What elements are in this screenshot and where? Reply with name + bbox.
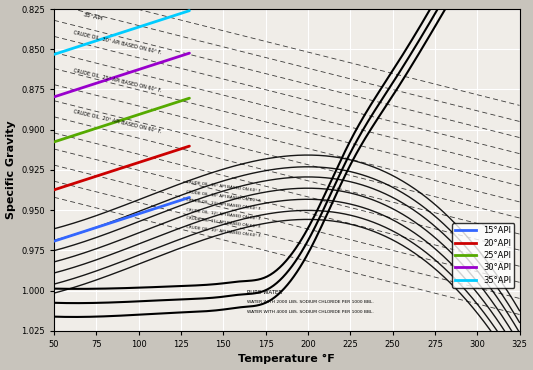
Text: CRUDE OIL  16° API BASED ON 60° F.: CRUDE OIL 16° API BASED ON 60° F. xyxy=(186,180,262,194)
Y-axis label: Specific Gravity: Specific Gravity xyxy=(5,121,15,219)
Legend: 15°API, 20°API, 25°API, 30°API, 35°API: 15°API, 20°API, 25°API, 30°API, 35°API xyxy=(452,223,514,288)
Text: CRUDE OIL  30° API BASED ON 60° F.: CRUDE OIL 30° API BASED ON 60° F. xyxy=(72,30,161,55)
Text: CRUDE OIL  13° API BASED ON 60° F.: CRUDE OIL 13° API BASED ON 60° F. xyxy=(186,198,262,211)
Text: CRUDE OIL  12° API BASED ON 60° F.: CRUDE OIL 12° API BASED ON 60° F. xyxy=(186,208,262,221)
X-axis label: Temperature °F: Temperature °F xyxy=(238,354,335,364)
Text: PURE WATER: PURE WATER xyxy=(247,290,282,295)
Text: CRUDE OIL  11° API BASED ON 60° F.: CRUDE OIL 11° API BASED ON 60° F. xyxy=(186,216,262,229)
Text: 35°API: 35°API xyxy=(83,12,104,21)
Text: CRUDE OIL  10° API BASED ON 60° F.: CRUDE OIL 10° API BASED ON 60° F. xyxy=(186,225,262,239)
Text: CRUDE OIL  25° API BASED ON 60° F.: CRUDE OIL 25° API BASED ON 60° F. xyxy=(72,68,161,94)
Text: CRUDE OIL  20° API BASED ON 60° F.: CRUDE OIL 20° API BASED ON 60° F. xyxy=(72,109,161,134)
Text: WATER WITH 2000 LBS. SODIUM CHLORIDE PER 1000 BBL.: WATER WITH 2000 LBS. SODIUM CHLORIDE PER… xyxy=(247,300,374,305)
Text: WATER WITH 4000 LBS. SODIUM CHLORIDE PER 1000 BBL.: WATER WITH 4000 LBS. SODIUM CHLORIDE PER… xyxy=(247,310,374,314)
Text: CRUDE OIL  14° API BASED ON 60° F.: CRUDE OIL 14° API BASED ON 60° F. xyxy=(186,190,262,203)
